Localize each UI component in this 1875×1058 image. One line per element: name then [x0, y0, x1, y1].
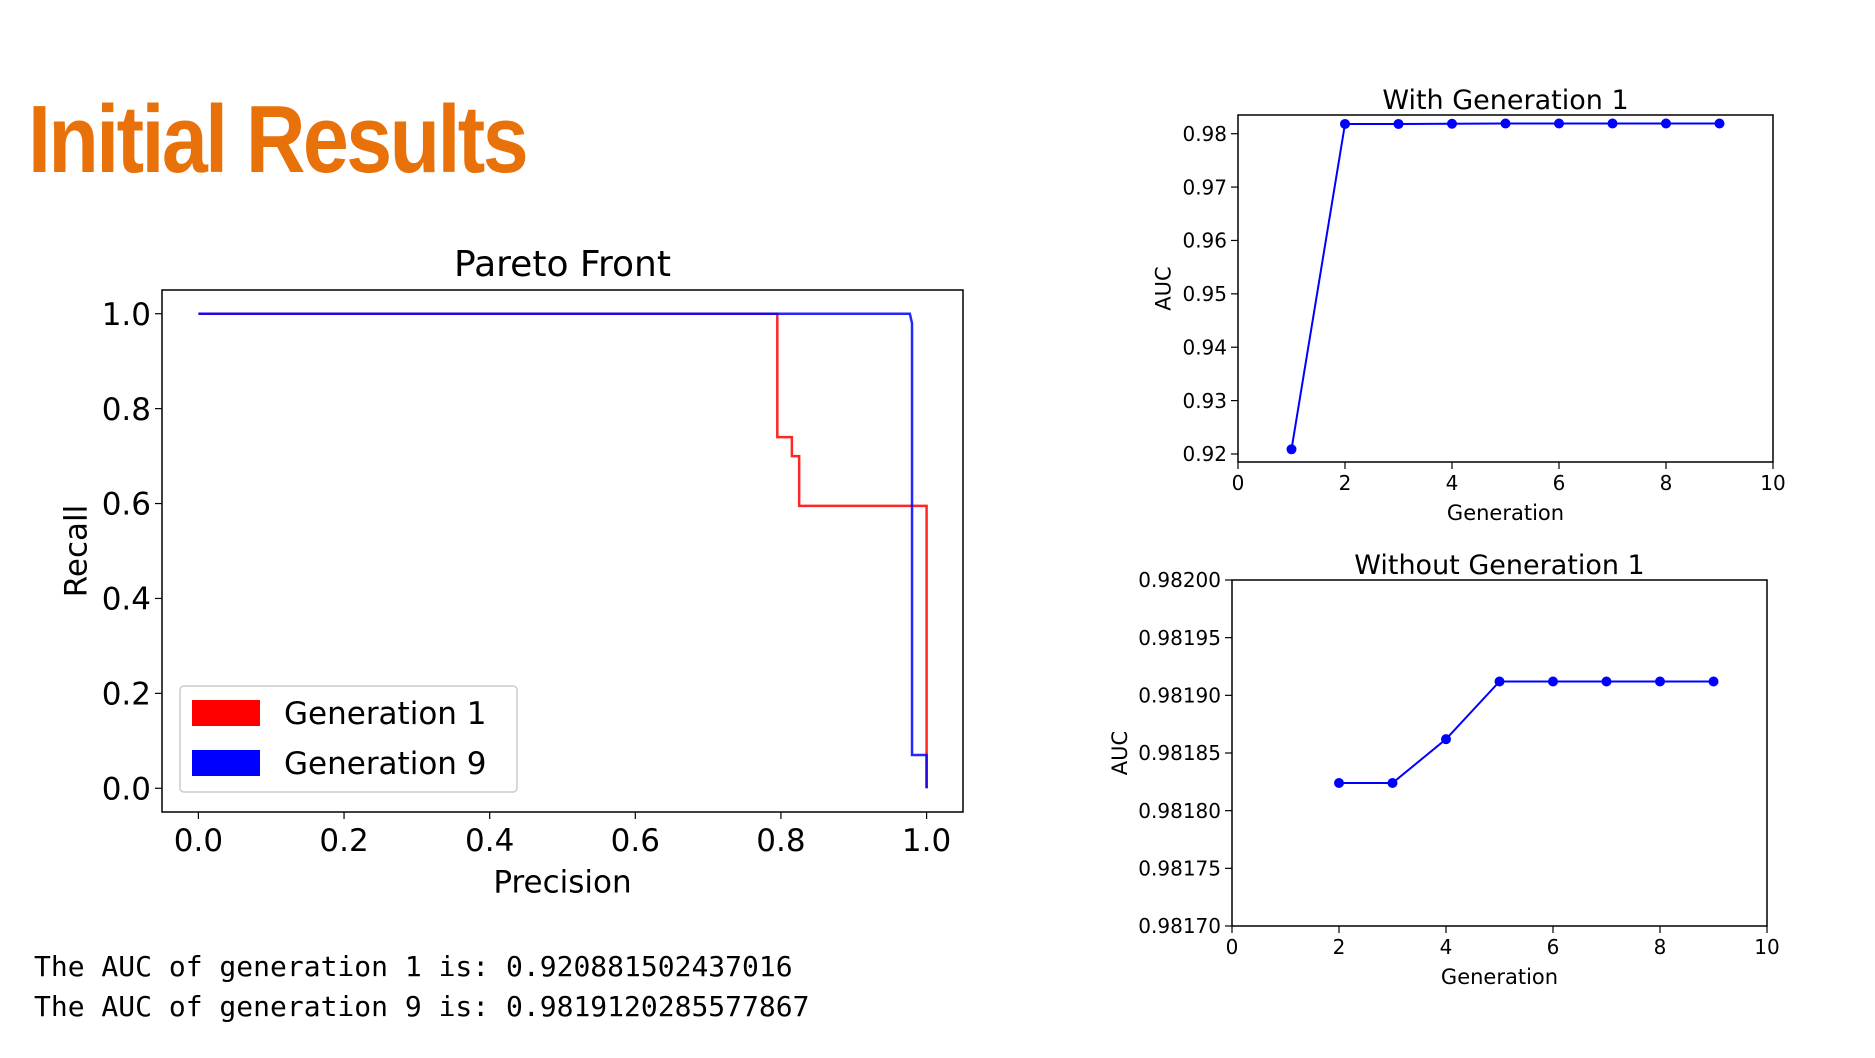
series-line-1 — [1290, 122, 1720, 450]
x-tick-label: 8 — [1654, 935, 1667, 959]
x-tick-label: 0.2 — [319, 823, 368, 859]
x-tick-label: 1.0 — [902, 823, 951, 859]
data-point — [1494, 676, 1505, 687]
chart-title: Without Generation 1 — [1354, 550, 1645, 581]
auc-line-generation-1: The AUC of generation 1 is: 0.9208815024… — [34, 950, 793, 983]
y-tick-label: 0.4 — [102, 582, 151, 618]
y-tick-label: 0.8 — [102, 392, 151, 428]
x-tick-label: 2 — [1333, 935, 1346, 959]
x-tick-label: 0.6 — [611, 823, 660, 859]
x-tick-label: 4 — [1440, 935, 1453, 959]
y-tick-label: 0.92 — [1182, 442, 1227, 466]
x-tick-label: 6 — [1547, 935, 1560, 959]
plot-frame — [1231, 579, 1768, 927]
data-point — [1601, 676, 1612, 687]
plot-frame — [161, 289, 964, 813]
y-tick-label: 0.95 — [1182, 282, 1227, 306]
legend-label: Generation 1 — [284, 696, 487, 732]
plot-frame — [1237, 114, 1774, 463]
y-tick-label: 0.98185 — [1138, 741, 1221, 765]
x-tick-label: 0 — [1226, 935, 1239, 959]
legend-swatch — [192, 750, 260, 776]
legend-box — [179, 685, 518, 793]
auc-line-generation-9: The AUC of generation 9 is: 0.9819120285… — [34, 990, 810, 1023]
y-axis-label: AUC — [1151, 266, 1175, 310]
x-tick-label: 6 — [1553, 471, 1566, 495]
x-tick-label: 2 — [1339, 471, 1352, 495]
y-tick-label: 0.98195 — [1138, 626, 1221, 650]
legend-label: Generation 9 — [284, 746, 487, 782]
data-point — [1607, 118, 1618, 129]
x-tick-label: 0.0 — [174, 823, 223, 859]
x-tick-label: 0 — [1232, 471, 1245, 495]
data-point — [1286, 444, 1297, 455]
chart-title: With Generation 1 — [1382, 85, 1628, 116]
data-point — [1393, 118, 1404, 129]
x-tick-label: 0.4 — [465, 823, 514, 859]
x-tick-label: 10 — [1754, 935, 1779, 959]
y-tick-label: 0.0 — [102, 771, 151, 807]
data-point — [1441, 734, 1451, 745]
data-point — [1708, 676, 1719, 687]
x-tick-label: 4 — [1446, 471, 1459, 495]
x-axis-label: Generation — [1441, 965, 1558, 989]
y-tick-label: 0.98200 — [1138, 568, 1221, 592]
y-tick-label: 0.98175 — [1138, 857, 1221, 881]
y-tick-label: 1.0 — [102, 297, 151, 333]
y-axis-label: Recall — [58, 505, 94, 598]
pareto-front-chart: 0.0 0.2 0.4 0.6 0.8 1.0 0.0 0.2 0.4 0.6 0.8 1.0 Pare… — [58, 244, 964, 901]
data-point — [1334, 777, 1344, 788]
y-tick-label: 0.93 — [1182, 389, 1227, 413]
with-generation-1-chart: 0 2 4 6 8 10 0.92 0.93 0.94 0.95 0.96 0.97 0.98 With … — [1151, 85, 1785, 525]
y-tick-label: 0.98170 — [1138, 914, 1221, 938]
series-line-1 — [1339, 680, 1714, 784]
data-point — [1661, 118, 1671, 129]
y-tick-label: 0.2 — [102, 677, 151, 713]
data-point — [1548, 676, 1558, 687]
y-tick-label: 0.97 — [1182, 175, 1227, 199]
data-point — [1554, 118, 1564, 129]
y-tick-label: 0.98 — [1182, 122, 1227, 146]
x-tick-label: 10 — [1760, 471, 1785, 495]
y-tick-label: 0.6 — [102, 487, 151, 523]
y-tick-label: 0.98190 — [1138, 684, 1221, 708]
data-point — [1655, 676, 1665, 687]
x-axis-label: Precision — [493, 865, 631, 901]
series-line-1 — [198, 312, 928, 789]
x-tick-label: 0.8 — [756, 823, 805, 859]
chart-title: Pareto Front — [454, 244, 671, 285]
y-axis-label: AUC — [1108, 731, 1132, 775]
data-point — [1340, 118, 1350, 129]
data-point — [1500, 118, 1511, 129]
without-generation-1-chart: 0 2 4 6 8 10 0.98170 0.98175 0.98180 0.98185 0.981… — [1108, 550, 1780, 989]
series-line-2 — [198, 312, 928, 789]
data-point — [1714, 118, 1725, 129]
x-axis-label: Generation — [1447, 501, 1564, 525]
y-tick-label: 0.98180 — [1138, 799, 1221, 823]
y-tick-label: 0.96 — [1182, 229, 1227, 253]
y-tick-label: 0.94 — [1182, 335, 1227, 359]
x-tick-label: 8 — [1660, 471, 1673, 495]
data-point — [1387, 777, 1398, 788]
data-point — [1447, 118, 1457, 129]
legend-swatch — [192, 700, 260, 726]
slide-title: Initial Results — [28, 86, 529, 193]
